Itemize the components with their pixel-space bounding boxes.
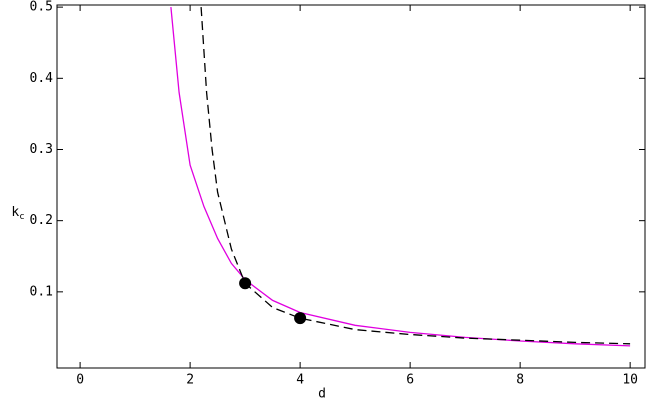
x-axis-label: d (318, 387, 326, 402)
y-tick-label: 0.1 (30, 284, 53, 299)
y-tick-label: 0.2 (30, 213, 53, 228)
y-tick-label: 0.5 (30, 0, 53, 15)
y-tick-label: 0.3 (30, 142, 53, 157)
curve (200, 7, 631, 345)
x-tick-label: 8 (516, 373, 524, 388)
x-tick-label: 6 (406, 373, 414, 388)
x-tick-label: 10 (622, 373, 638, 388)
curve (170, 7, 631, 347)
point (294, 312, 307, 325)
frame (56, 4, 646, 369)
point (239, 277, 252, 290)
y-tick-label: 0.4 (30, 71, 54, 86)
y-axis-label-subscript: c (19, 212, 24, 222)
x-tick-label: 4 (296, 373, 304, 388)
x-tick-label: 0 (76, 373, 84, 388)
y-axis-label-base: k (11, 205, 19, 220)
x-tick-label: 2 (186, 373, 194, 388)
y-axis-label: kc (11, 205, 24, 222)
